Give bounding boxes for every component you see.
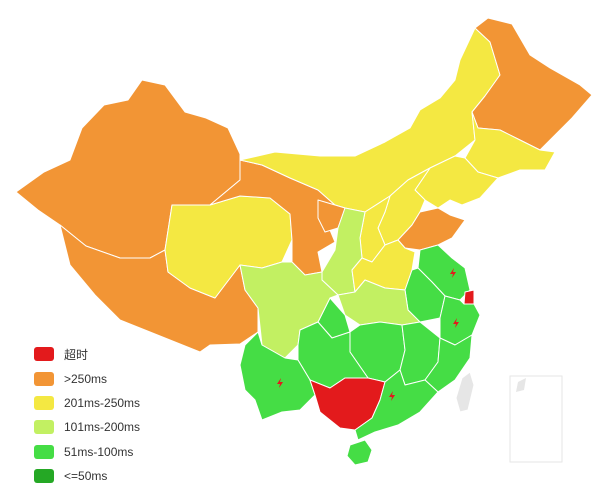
legend-item-101-200[interactable]: 101ms-200ms (34, 415, 140, 439)
region-guangdong[interactable] (354, 369, 439, 441)
legend-swatch (34, 444, 54, 459)
lightning-icon (450, 268, 456, 278)
legend-item-gt250[interactable]: >250ms (34, 366, 140, 390)
region-hainan[interactable] (346, 439, 373, 466)
legend-item-timeout[interactable]: 超时 (34, 342, 140, 366)
legend-label: 51ms-100ms (64, 444, 134, 459)
south-china-sea-inset (509, 375, 563, 463)
region-yunnan[interactable] (239, 331, 316, 421)
legend-item-201-250[interactable]: 201ms-250ms (34, 391, 140, 415)
legend-label: <=50ms (64, 469, 108, 484)
legend-label: 101ms-200ms (64, 420, 141, 435)
lightning-icon (453, 318, 459, 328)
legend-swatch (34, 347, 54, 362)
legend-label: >250ms (64, 371, 108, 386)
legend-label: 超时 (64, 347, 89, 362)
region-sichuan[interactable] (239, 261, 339, 359)
lightning-icon (389, 391, 395, 401)
legend-swatch (34, 469, 54, 484)
latency-legend: 超时 >250ms 201ms-250ms 101ms-200ms 51ms-1… (34, 342, 140, 488)
region-fujian[interactable] (424, 334, 473, 393)
inset-island-outline (516, 378, 526, 392)
legend-label: 201ms-250ms (64, 395, 141, 410)
lightning-icon (277, 378, 283, 388)
region-taiwan[interactable] (455, 371, 475, 413)
region-hubei[interactable] (337, 279, 421, 326)
legend-swatch (34, 420, 54, 435)
legend-item-51-100[interactable]: 51ms-100ms (34, 440, 140, 464)
region-heilongjiang[interactable] (471, 17, 593, 151)
legend-swatch (34, 395, 54, 410)
legend-swatch (34, 371, 54, 386)
region-shanghai[interactable] (463, 289, 475, 305)
legend-item-le50[interactable]: <=50ms (34, 464, 140, 488)
